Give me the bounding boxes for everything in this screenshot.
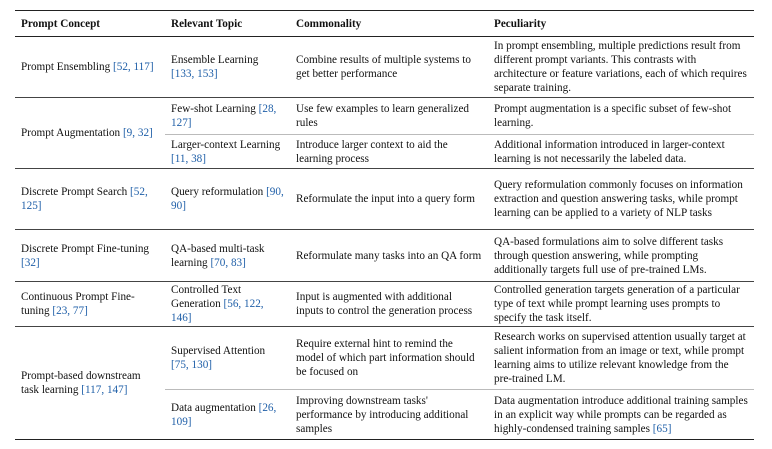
cell-text: Prompt Augmentation	[21, 127, 121, 139]
topic-cell: Supervised Attention [75, 130]	[165, 326, 290, 390]
topic-cell: Larger-context Learning [11, 38]	[165, 134, 290, 169]
table-row: Prompt Augmentation [9, 32] Few-shot Lear…	[15, 97, 754, 169]
commonality-cell: Improving downstream tasks' performance …	[290, 389, 488, 440]
commonality-cell: Require external hint to remind the mode…	[290, 326, 488, 390]
citation: [75, 130]	[171, 359, 213, 371]
topic-cell: Few-shot Learning [28, 127]	[165, 97, 290, 135]
citation: [133, 153]	[171, 68, 218, 80]
cell-text: Controlled Text Generation	[171, 284, 242, 310]
table-row: Continuous Prompt Fine-tuning [23, 77] Co…	[15, 281, 754, 327]
concept-cell: Continuous Prompt Fine-tuning [23, 77]	[15, 281, 165, 327]
citation: [26, 109]	[171, 401, 277, 428]
topic-cell: Controlled Text Generation [56, 122, 146…	[165, 281, 290, 327]
concept-cell: Prompt-based downstream task learning [1…	[15, 326, 165, 440]
citation: [23, 77]	[52, 305, 88, 317]
commonality-cell: Reformulate many tasks into an QA form	[290, 229, 488, 282]
concept-cell: Prompt Augmentation [9, 32]	[15, 97, 165, 169]
cell-text: In prompt ensembling, multiple predictio…	[494, 40, 747, 94]
column-header: Peculiarity	[488, 10, 754, 37]
peculiarity-cell: Prompt augmentation is a specific subset…	[488, 97, 754, 135]
commonality-cell: Reformulate the input into a query form	[290, 168, 488, 230]
topic-cell: Ensemble Learning [133, 153]	[165, 36, 290, 98]
peculiarity-cell: QA-based formulations aim to solve diffe…	[488, 229, 754, 282]
citation: [90, 90]	[171, 186, 284, 212]
concept-cell: Discrete Prompt Search [52, 125]	[15, 168, 165, 230]
table-row: Prompt-based downstream task learning [1…	[15, 326, 754, 440]
cell-text: Discrete Prompt Search	[21, 186, 128, 198]
column-header: Relevant Topic	[165, 10, 290, 37]
commonality-cell: Introduce larger context to aid the lear…	[290, 134, 488, 169]
topic-cell: Data augmentation [26, 109]	[165, 389, 290, 440]
cell-text: Prompt Ensembling	[21, 61, 111, 73]
cell-text: Additional information introduced in lar…	[494, 138, 725, 165]
topic-cell: QA-based multi-task learning [70, 83]	[165, 229, 290, 282]
cell-text: Research works on supervised attention u…	[494, 331, 746, 385]
cell-text: Prompt augmentation is a specific subset…	[494, 103, 732, 129]
cell-text: QA-based formulations aim to solve diffe…	[494, 235, 724, 276]
concept-cell: Prompt Ensembling [52, 117]	[15, 36, 165, 98]
citation: [56, 122, 146]	[171, 298, 264, 324]
table-row: Data augmentation [26, 109] Improving dow…	[15, 389, 754, 440]
cell-text: Data augmentation introduce additional t…	[494, 394, 748, 435]
citation: [70, 83]	[210, 256, 246, 269]
citation: [32]	[21, 256, 40, 269]
peculiarity-cell: Data augmentation introduce additional t…	[488, 389, 754, 440]
commonality-cell: Input is augmented with additional input…	[290, 281, 488, 327]
column-header: Commonality	[290, 10, 488, 37]
peculiarity-cell: Additional information introduced in lar…	[488, 134, 754, 169]
citation: [65]	[652, 422, 672, 435]
peculiarity-cell: In prompt ensembling, multiple predictio…	[488, 36, 754, 98]
column-header: Prompt Concept	[15, 10, 165, 37]
table-row: Larger-context Learning [11, 38] Introduc…	[15, 134, 754, 169]
citation: [9, 32]	[122, 127, 153, 139]
cell-text: Data augmentation	[171, 401, 256, 414]
table-row: Discrete Prompt Search [52, 125] Query re…	[15, 168, 754, 230]
citation: [11, 38]	[171, 152, 207, 165]
cell-text: Larger-context Learning	[171, 138, 281, 151]
peculiarity-cell: Controlled generation targets generation…	[488, 281, 754, 327]
commonality-cell: Combine results of multiple systems to g…	[290, 36, 488, 98]
cell-text: Prompt-based downstream task learning	[21, 370, 141, 396]
peculiarity-cell: Research works on supervised attention u…	[488, 326, 754, 390]
cell-text: Controlled generation targets generation…	[494, 284, 740, 324]
table-row: Discrete Prompt Fine-tuning [32] QA-based…	[15, 229, 754, 282]
cell-text: Discrete Prompt Fine-tuning	[21, 242, 150, 255]
commonality-cell: Use few examples to learn generalized ru…	[290, 97, 488, 135]
cell-text: Ensemble Learning	[171, 54, 259, 66]
comparison-table: Prompt Concept Relevant Topic Commonality P…	[15, 10, 754, 440]
cell-text: Supervised Attention	[171, 345, 266, 357]
cell-text: Continuous Prompt Fine-tuning	[21, 291, 135, 317]
topic-cell: Query reformulation [90, 90]	[165, 168, 290, 230]
cell-text: QA-based multi-task learning	[171, 242, 265, 269]
cell-text: Query reformulation commonly focuses on …	[494, 179, 743, 219]
concept-cell: Discrete Prompt Fine-tuning [32]	[15, 229, 165, 282]
cell-text: Query reformulation	[171, 186, 264, 198]
cell-text: Few-shot Learning	[171, 103, 256, 115]
peculiarity-cell: Query reformulation commonly focuses on …	[488, 168, 754, 230]
citation: [52, 125]	[21, 186, 148, 212]
citation: [28, 127]	[171, 103, 277, 129]
header-row: Prompt Concept Relevant Topic Commonality P…	[15, 10, 754, 37]
table-row: Prompt Ensembling [52, 117] Ensemble Lear…	[15, 36, 754, 98]
citation: [52, 117]	[113, 61, 154, 73]
citation: [117, 147]	[81, 384, 128, 396]
